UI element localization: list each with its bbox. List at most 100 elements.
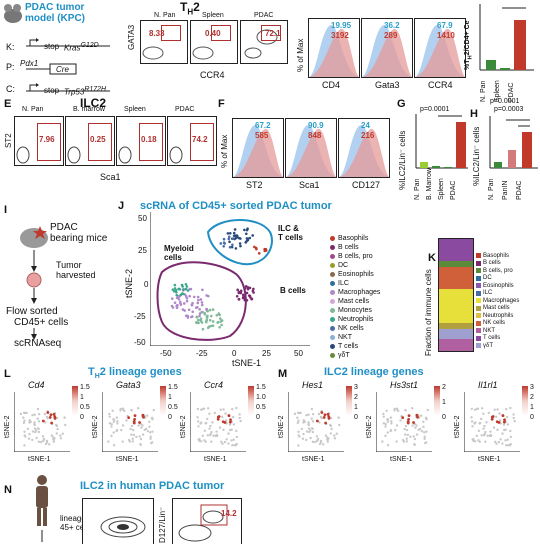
tsne-ytick-0: 0 <box>144 280 149 289</box>
tsne-point <box>237 291 241 295</box>
top-histogram-blue-value-2: 67.9 <box>437 21 453 30</box>
panel-letter-h: H <box>470 108 478 120</box>
k-stop: stop <box>44 42 60 51</box>
h-cat-panin: PanIN <box>502 180 509 200</box>
tsne-point <box>228 245 232 249</box>
tsne-point <box>239 244 242 248</box>
tsne-point <box>249 296 252 299</box>
th2-bar-cat-npan: N. Pan <box>480 80 487 102</box>
panel-letter-f: F <box>218 98 225 110</box>
c-stop: stop <box>44 86 60 95</box>
panelM-colorbar-tick: 2 <box>354 394 358 401</box>
top-histogram-red-value-2: 1410 <box>437 31 455 40</box>
panelM-ylabel-0: tSNE-2 <box>278 415 285 438</box>
tsne-point <box>248 286 252 290</box>
k-legend-label: Macrophages <box>483 297 520 304</box>
legend-square-icon <box>476 260 481 266</box>
panelM-xlabel-0: tSNE-1 <box>302 456 325 463</box>
panelL-colorbar-tick: 0.5 <box>256 404 266 411</box>
legend-dot-icon <box>330 281 335 286</box>
panelL-ylabel-2: tSNE-2 <box>180 415 187 438</box>
tsne-point <box>218 325 221 329</box>
panelL-colorbar-tick: 1.5 <box>168 384 178 391</box>
e-gate-value-3: 74.2 <box>192 135 208 144</box>
tsne-legend-label: Macrophages <box>338 289 381 296</box>
tsne-point <box>233 228 237 231</box>
f-histogram-blue-value-0: 67.2 <box>255 121 271 130</box>
tsne-point <box>236 288 239 292</box>
human-figure-icon <box>36 475 48 542</box>
tsne-plot <box>150 212 310 346</box>
tsne-point <box>245 298 249 302</box>
legend-square-icon <box>476 328 481 334</box>
construct-diagram <box>26 38 110 92</box>
panel-letter-i: I <box>4 204 8 216</box>
tsne-point <box>201 288 204 292</box>
e-flow-plot-3: 74.2 <box>167 116 217 166</box>
panelL-colorbar-tick: 1 <box>168 394 172 401</box>
k-stack-segment <box>439 329 473 339</box>
h-bar-pdac <box>522 132 532 168</box>
n-flow-plot-2: 14.2 <box>172 498 242 544</box>
tsne-legend-label: B cells, pro <box>338 253 373 260</box>
h-cat-npan: N. Pan <box>488 178 495 200</box>
e-col-label-0: N. Pan <box>22 106 44 113</box>
legend-dot-icon <box>330 245 335 250</box>
tsne-point <box>245 237 249 240</box>
kpc-title-line2: model (KPC) <box>25 13 85 24</box>
th2-title: TH2 <box>180 0 200 17</box>
panel-letter-e: E <box>4 98 12 110</box>
tsne-point <box>247 294 251 297</box>
th2-bar-pdac <box>514 20 526 70</box>
legend-dot-icon <box>330 353 335 358</box>
tsne-point <box>219 320 222 323</box>
tsne-point <box>179 302 182 305</box>
k-legend-item: Neutrophils <box>476 312 540 320</box>
tsne-point <box>208 308 212 312</box>
tsne-point <box>173 283 177 287</box>
tsne-point <box>215 313 219 317</box>
g-cat-pdac: PDAC <box>450 180 457 200</box>
g-cat-spleen: Spleen <box>438 178 445 200</box>
tsne-point <box>248 236 252 240</box>
tsne-point <box>188 287 192 291</box>
top-histogram-1: 36.2 289 <box>361 18 413 78</box>
tsne-point <box>227 235 231 239</box>
tsne-point <box>243 287 247 290</box>
panelL-colorbar-tick: 0 <box>256 414 260 421</box>
tsne-point <box>237 298 241 301</box>
panelL-xlabel-0: tSNE-1 <box>28 456 51 463</box>
tsne-point <box>203 312 207 316</box>
panelM-colorbar-tick: 0 <box>442 414 446 421</box>
tsne-point <box>252 291 255 294</box>
tsne-point <box>227 237 231 241</box>
e-gate-value-1: 0.25 <box>90 135 106 144</box>
tsne-legend-label: Monocytes <box>338 307 372 314</box>
panelM-colorbar-tick: 0 <box>354 414 358 421</box>
tsne-point <box>235 295 239 298</box>
th2-bar-panel: %TH2/CD4+ Ce N. Pan Spleen PDAC <box>464 0 540 118</box>
npan-col-label: N. Pan <box>154 12 176 19</box>
tsne-point <box>264 249 268 252</box>
tsne-point <box>191 301 194 305</box>
tsne-point <box>239 237 242 240</box>
e-gate-value-0: 7.96 <box>39 135 55 144</box>
legend-square-icon <box>476 253 481 259</box>
f-histogram-1: 90.9 848 <box>285 118 337 178</box>
tsne-point <box>201 327 205 331</box>
th2-bar-ylabel: %TH2/CD4+ Ce <box>464 20 474 70</box>
workflow-step-3: Flow sorted CD45+ cells <box>6 306 69 328</box>
k-legend-item: B cells, pro <box>476 267 540 275</box>
tsne-point <box>211 308 215 311</box>
k-ylabel: Fraction of immune cells <box>424 269 433 356</box>
k-legend-item: T cells <box>476 335 540 343</box>
tsne-point <box>219 242 223 245</box>
tsne-legend-item: NKT <box>330 333 420 342</box>
tsne-legend-item: B cells, pro <box>330 252 420 261</box>
tsne-point <box>196 301 200 305</box>
tsne-legend-label: Neutrophils <box>338 316 374 323</box>
panelM-gene-plot-0: Hes1 tSNE-2 3 2 1 0 tSNE-1 <box>278 378 364 470</box>
tsne-legend-label: Basophils <box>338 235 369 242</box>
legend-dot-icon <box>330 326 335 331</box>
k-stacked-bar <box>438 238 474 352</box>
